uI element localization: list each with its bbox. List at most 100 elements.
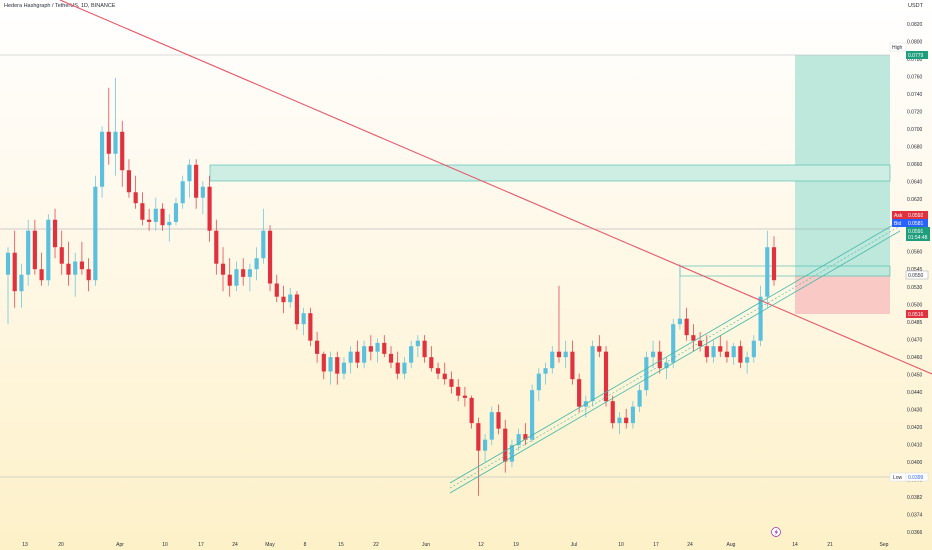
candle [758, 285, 763, 347]
candle [86, 258, 91, 292]
ascending-channel-mid [449, 225, 901, 489]
candle-body [93, 186, 98, 281]
candle-body [79, 261, 84, 270]
price-label-ask: Ask 0.0592 [892, 211, 928, 219]
candle-body [133, 192, 138, 204]
price-label-entry: 0.0550 [905, 270, 929, 280]
candle-body [120, 131, 125, 171]
candle-body [39, 269, 44, 281]
candle-body [288, 294, 293, 303]
candle [160, 203, 165, 231]
price-label-high: 0.0779 [906, 51, 928, 59]
candle-body [503, 428, 508, 462]
candle-body [603, 351, 609, 402]
candle-body [328, 357, 333, 372]
resistance-zone [209, 164, 891, 182]
ask-tag-text: Ask [894, 213, 903, 219]
candle [388, 346, 394, 369]
candle-body [456, 386, 461, 396]
y-tick-label: 0.0720 [907, 110, 923, 116]
candle-body [167, 221, 172, 226]
candle-body [624, 417, 629, 424]
ascending-channel-lower [449, 230, 901, 494]
y-tick-label: 0.0500 [907, 302, 923, 308]
y-tick-label: 0.0800 [907, 40, 923, 46]
stop-zone [795, 276, 890, 314]
candle-body [644, 357, 649, 391]
price-label-low-tag: Low [889, 472, 907, 482]
candle [671, 318, 676, 369]
candle-body [429, 357, 434, 369]
x-tick-label: 10 [618, 542, 624, 548]
candle-body [677, 318, 683, 325]
candle-body [469, 397, 474, 424]
candle-body [671, 324, 676, 363]
candle [563, 340, 568, 369]
x-tick-label: 19 [513, 542, 519, 548]
x-tick-label: Apr [116, 542, 124, 548]
candle-body [765, 247, 770, 297]
candle-body [556, 351, 562, 358]
candle-body [19, 274, 24, 292]
candle [543, 362, 548, 385]
x-tick-label: 17 [653, 542, 659, 548]
y-tick-label: 0.0382 [907, 495, 923, 501]
y-tick-label: 0.0560 [907, 250, 923, 256]
candle-body [281, 296, 286, 303]
candle [214, 219, 219, 275]
candle [624, 408, 629, 429]
candle-body [684, 318, 689, 336]
candle-body [52, 219, 58, 248]
candle [476, 417, 481, 496]
price-label-high-tag: High [889, 42, 907, 52]
candle-body [73, 261, 78, 275]
candle [489, 406, 494, 446]
candle-body [482, 439, 488, 451]
candle-body [160, 208, 165, 226]
price-label-bid: Bid 0.0581 [892, 219, 928, 227]
candle-body [220, 263, 226, 275]
candle [650, 340, 656, 369]
candle-body [341, 362, 347, 374]
candle-body [704, 346, 709, 358]
y-axis: 0.0820 0.0800 0.0780 0.0760 0.0740 0.0720 0.07… [907, 22, 923, 536]
candle-body [26, 230, 31, 275]
candle [603, 346, 609, 407]
candle-body [294, 294, 300, 325]
candle [738, 340, 743, 369]
x-tick-label: 13 [22, 542, 28, 548]
x-axis: 13 20 Apr 10 17 24 May 8 15 22 Jun 12 19 Jul 10 17 24 Aug… [22, 542, 888, 548]
candle [46, 214, 51, 286]
candle [456, 379, 461, 402]
candle [536, 368, 541, 402]
candle [315, 331, 320, 363]
candle [556, 285, 562, 363]
candle [409, 340, 414, 369]
x-tick-label: 22 [373, 542, 379, 548]
low-value-text: 0.0399 [908, 475, 924, 481]
bid-tag-text: Bid [894, 221, 901, 227]
candle-body [254, 258, 259, 270]
candle-body [442, 373, 447, 380]
candle [664, 357, 669, 380]
lightning-icon[interactable] [771, 527, 781, 537]
candle-body [449, 379, 454, 387]
candle-body [140, 203, 145, 220]
y-tick-label: 0.0400 [907, 460, 923, 466]
candle [691, 324, 696, 352]
candle-body [590, 346, 595, 402]
candle-body [200, 186, 205, 198]
x-tick-label: Jun [422, 542, 430, 548]
candle [52, 208, 58, 259]
candle [422, 335, 427, 363]
candle [395, 351, 400, 380]
candle-body [32, 230, 37, 270]
candle-body [12, 252, 17, 292]
high-tag-text: High [892, 45, 903, 51]
candle [335, 351, 340, 385]
x-tick-label: 15 [338, 542, 344, 548]
candle [684, 307, 689, 341]
candle [321, 351, 326, 380]
